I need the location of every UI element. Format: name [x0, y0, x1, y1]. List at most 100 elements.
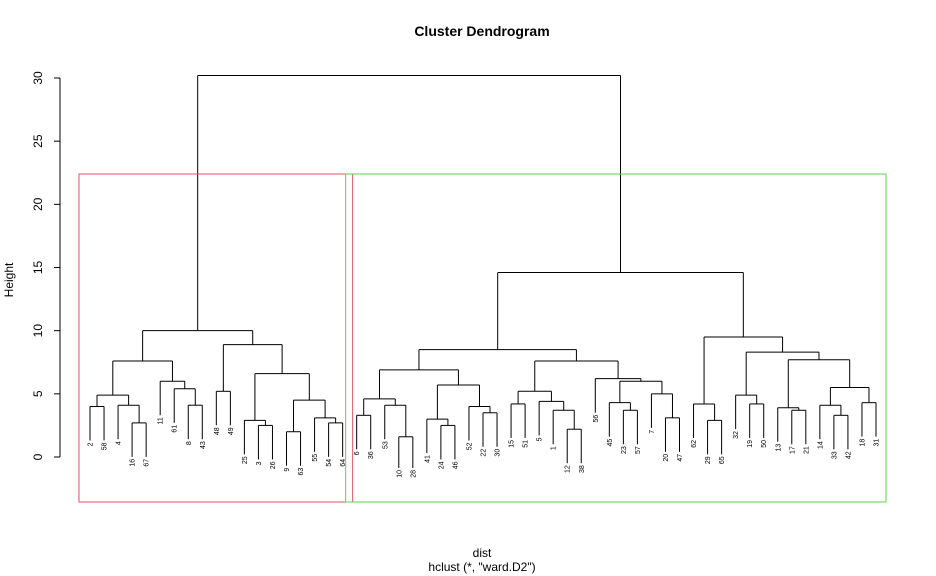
merge-branch	[254, 373, 310, 421]
y-tick-label: 20	[31, 197, 45, 211]
merge-branch	[517, 390, 552, 404]
merge-branch	[510, 403, 526, 438]
y-tick-label: 15	[31, 261, 45, 275]
leaf-label: 4	[116, 441, 123, 445]
leaf-label: 20	[663, 454, 670, 462]
merge-branch	[552, 409, 575, 445]
leaf-label: 1	[551, 446, 558, 450]
merge-branch	[173, 388, 196, 423]
x-axis-label: dist	[473, 546, 492, 560]
leaf-label: 3	[256, 461, 263, 465]
leaf-label: 31	[874, 439, 881, 447]
merge-branch	[619, 380, 663, 403]
y-axis-label: Height	[2, 262, 16, 297]
leaf-label: 25	[242, 456, 249, 464]
leaf-label: 47	[677, 454, 684, 462]
leaf-label: 30	[495, 449, 502, 457]
merge-branch	[787, 359, 851, 408]
merge-branch	[112, 360, 173, 396]
merge-branch	[664, 417, 680, 452]
leaf-label: 28	[410, 470, 417, 478]
leaf-label: 32	[733, 431, 740, 439]
leaf-label: 33	[831, 451, 838, 459]
leaf-label: 7	[649, 430, 656, 434]
merge-branch	[703, 336, 784, 404]
merge-branch	[378, 369, 459, 399]
merge-branch	[89, 405, 105, 441]
merge-branch	[622, 409, 638, 445]
leaf-label: 43	[200, 441, 207, 449]
leaf-label: 48	[214, 427, 221, 435]
merge-branch	[293, 399, 326, 432]
leaf-label: 38	[579, 465, 586, 473]
merge-branch	[833, 414, 849, 450]
cluster-rectangles	[78, 173, 887, 503]
merge-branch	[735, 394, 758, 430]
merge-branch	[159, 380, 186, 416]
cluster-rect-2	[345, 173, 887, 503]
merge-branch	[745, 351, 820, 396]
merge-branch	[707, 419, 723, 455]
leaf-label: 53	[382, 441, 389, 449]
y-tick-label: 5	[31, 390, 45, 397]
merge-branch	[468, 405, 491, 441]
y-tick-label: 25	[31, 134, 45, 148]
leaf-label: 56	[593, 415, 600, 423]
merge-branch	[650, 393, 673, 428]
leaf-label: 23	[621, 446, 628, 454]
leaf-label: 57	[635, 446, 642, 454]
merge-branch	[436, 384, 480, 420]
merge-branch	[608, 402, 631, 437]
leaf-label: 50	[761, 440, 768, 448]
leaf-label: 36	[368, 451, 375, 459]
leaf-label: 67	[144, 459, 151, 467]
leaf-label: 8	[186, 441, 193, 445]
leaf-label: 6	[354, 451, 361, 455]
merge-branch	[197, 74, 622, 331]
merge-branch	[534, 360, 619, 392]
leaf-label: 24	[438, 461, 445, 469]
leaf-label: 46	[452, 461, 459, 469]
leaf-label: 14	[817, 441, 824, 449]
y-tick-label: 30	[31, 71, 45, 85]
merge-branch	[356, 414, 372, 450]
leaf-label: 51	[523, 440, 530, 448]
y-tick-label: 10	[31, 324, 45, 338]
leaf-label: 19	[747, 440, 754, 448]
leaf-label: 55	[312, 454, 319, 462]
merge-branch	[328, 422, 344, 457]
merge-branch	[566, 428, 582, 464]
merge-branch	[426, 418, 449, 454]
merge-branch	[538, 400, 565, 436]
chart-title: Cluster Dendrogram	[414, 23, 549, 39]
dendrogram-tree	[89, 74, 877, 468]
leaf-label: 52	[466, 442, 473, 450]
merge-branch	[497, 272, 744, 350]
leaf-label: 18	[859, 439, 866, 447]
method-sublabel: hclust (*, "ward.D2")	[428, 560, 535, 574]
leaf-label: 65	[719, 456, 726, 464]
leaf-label: 45	[607, 439, 614, 447]
leaf-label: 54	[326, 459, 333, 467]
merge-branch	[363, 398, 396, 416]
merge-branch	[398, 436, 414, 468]
cluster-rect-1	[78, 173, 354, 503]
leaf-label: 26	[270, 461, 277, 469]
merge-branch	[482, 412, 498, 447]
leaf-label: 11	[158, 417, 165, 424]
merge-branch	[131, 422, 147, 457]
leaf-label: 58	[102, 442, 109, 450]
merge-branch	[819, 404, 842, 440]
merge-branch	[215, 390, 231, 426]
leaf-label: 10	[396, 470, 403, 478]
merge-branch	[418, 349, 577, 370]
merge-branch	[384, 404, 407, 440]
leaf-label: 49	[228, 427, 235, 435]
leaf-label: 63	[298, 468, 305, 476]
leaf-label: 13	[775, 444, 782, 452]
merge-branch	[187, 404, 203, 440]
leaf-label: 5	[537, 437, 544, 441]
